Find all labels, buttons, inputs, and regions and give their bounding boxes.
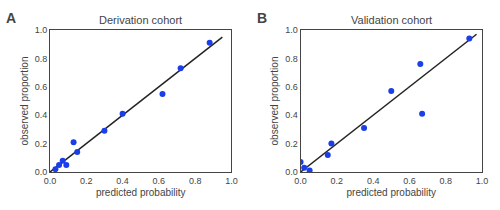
svg-text:B: B bbox=[257, 10, 267, 26]
svg-text:0.0: 0.0 bbox=[294, 176, 307, 186]
svg-text:observed proportion: observed proportion bbox=[19, 57, 30, 146]
svg-text:0.2: 0.2 bbox=[35, 139, 48, 149]
svg-text:0.6: 0.6 bbox=[35, 82, 48, 92]
svg-text:0.4: 0.4 bbox=[116, 176, 129, 186]
svg-text:0.2: 0.2 bbox=[331, 176, 344, 186]
svg-text:0.0: 0.0 bbox=[285, 167, 298, 177]
svg-text:0.2: 0.2 bbox=[80, 176, 93, 186]
svg-text:A: A bbox=[6, 10, 16, 26]
svg-text:0.4: 0.4 bbox=[367, 176, 380, 186]
svg-text:0.8: 0.8 bbox=[285, 54, 298, 64]
svg-text:0.2: 0.2 bbox=[285, 139, 298, 149]
svg-text:Validation cohort: Validation cohort bbox=[351, 14, 432, 26]
svg-text:0.4: 0.4 bbox=[285, 110, 298, 120]
svg-text:1.0: 1.0 bbox=[285, 25, 298, 35]
svg-text:0.0: 0.0 bbox=[35, 167, 48, 177]
svg-text:predicted probability: predicted probability bbox=[96, 187, 186, 198]
svg-text:0.8: 0.8 bbox=[35, 54, 48, 64]
svg-text:predicted probability: predicted probability bbox=[347, 187, 437, 198]
svg-text:1.0: 1.0 bbox=[225, 176, 238, 186]
svg-text:0.4: 0.4 bbox=[35, 110, 48, 120]
svg-text:0.6: 0.6 bbox=[153, 176, 166, 186]
svg-text:0.6: 0.6 bbox=[285, 82, 298, 92]
svg-text:1.0: 1.0 bbox=[35, 25, 48, 35]
svg-text:1.0: 1.0 bbox=[476, 176, 489, 186]
svg-text:0.8: 0.8 bbox=[189, 176, 202, 186]
svg-text:observed proportion: observed proportion bbox=[269, 57, 280, 146]
svg-text:0.8: 0.8 bbox=[439, 176, 452, 186]
svg-text:0.6: 0.6 bbox=[403, 176, 416, 186]
svg-text:0.0: 0.0 bbox=[44, 176, 57, 186]
svg-text:Derivation cohort: Derivation cohort bbox=[99, 14, 182, 26]
